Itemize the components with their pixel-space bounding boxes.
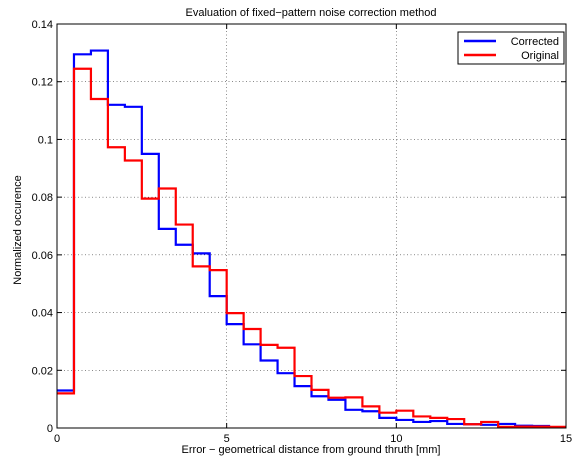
y-tick-label: 0.02 (32, 365, 53, 377)
x-tick-label: 15 (560, 433, 572, 445)
y-tick-label: 0.14 (32, 19, 53, 31)
y-tick-label: 0.04 (32, 308, 53, 320)
y-tick-label: 0.08 (32, 192, 53, 204)
axis-ticks: 0 5 10 15 0 0.02 0.04 0.06 0.08 0.1 0.12 0.14 (32, 19, 573, 445)
x-axis-label: Error − geometrical distance from ground… (182, 444, 441, 456)
series-line-original (57, 67, 566, 428)
y-tick-label: 0.1 (38, 134, 53, 146)
x-tick-label: 5 (224, 433, 230, 445)
series-line-corrected (57, 49, 566, 429)
legend: Corrected Original (457, 31, 565, 65)
x-tick-label: 10 (390, 433, 402, 445)
y-tick-label: 0.06 (32, 250, 53, 262)
grid (57, 24, 566, 428)
y-axis-label: Normalized occurence (12, 175, 24, 284)
y-tick-label: 0 (47, 423, 53, 435)
x-tick-label: 0 (54, 433, 60, 445)
y-tick-label: 0.12 (32, 77, 53, 89)
legend-label-original: Original (521, 50, 559, 62)
plot-area-frame (56, 23, 567, 429)
legend-box (457, 31, 565, 65)
legend-label-corrected: Corrected (511, 36, 559, 48)
series-layer (57, 49, 566, 429)
chart-title: Evaluation of fixed−pattern noise correc… (185, 7, 436, 19)
